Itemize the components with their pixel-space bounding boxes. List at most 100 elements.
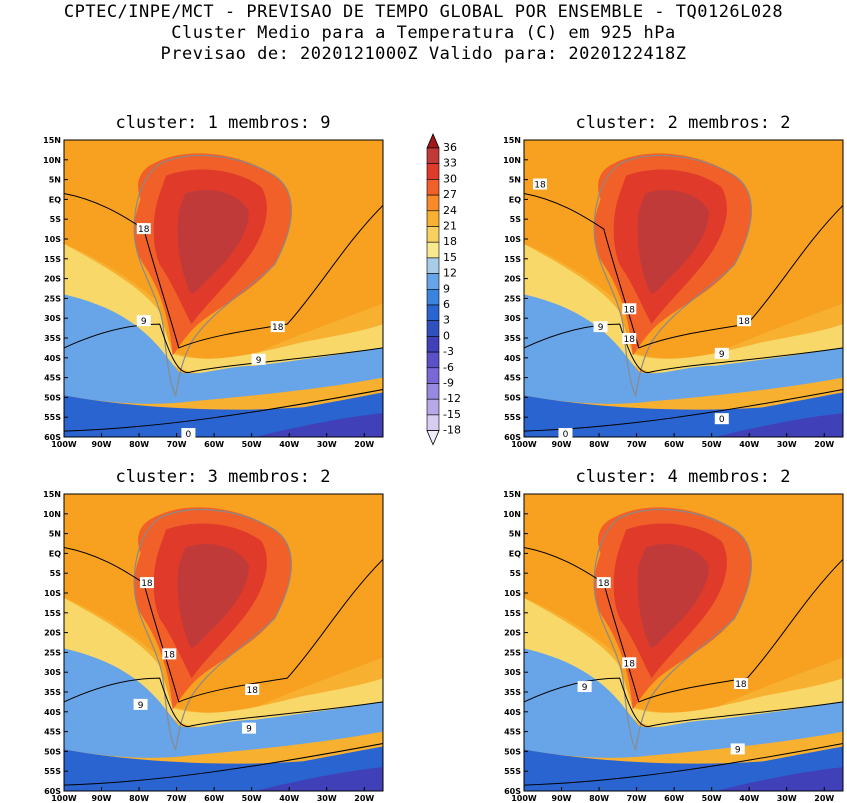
lon-tick-label: 70W — [167, 794, 187, 803]
contour-label: 9 — [141, 317, 147, 327]
lat-tick-label: 5S — [50, 569, 62, 578]
lon-tick-label: 90W — [552, 440, 572, 449]
lon-tick-label: 40W — [279, 794, 299, 803]
lat-tick-label: 5S — [510, 569, 522, 578]
lon-tick-label: 100W — [511, 794, 537, 803]
lat-tick-label: 25S — [504, 648, 521, 657]
coastline — [133, 154, 292, 398]
colorbar-swatch — [426, 163, 440, 180]
cool-band — [64, 648, 383, 758]
coastline — [593, 154, 752, 398]
colorbar-label: -15 — [443, 408, 461, 421]
cool-band — [524, 294, 843, 404]
contour-label: 18 — [738, 317, 750, 327]
contour-label-bg — [162, 648, 177, 660]
colorbar-swatch — [426, 383, 440, 400]
colorbar-swatch — [426, 336, 440, 353]
map-panel-2: 15N 10N 5N EQ 5S 10S 15S 20S 25S 30S 35S 40S 45S 50S 5… — [503, 136, 844, 449]
contour-0-line — [63, 743, 384, 786]
contour-9-line — [63, 323, 384, 374]
lat-tick-label: 55S — [44, 767, 61, 776]
mild-band — [64, 598, 383, 728]
lon-tick-label: 60W — [664, 440, 684, 449]
header-line-3: Previsao de: 2020121000Z Valido para: 20… — [160, 44, 687, 64]
lat-tick-label: 15N — [503, 136, 521, 145]
lat-tick-label: 50S — [44, 747, 61, 756]
lon-tick-label: 50W — [242, 794, 262, 803]
lat-tick-label: 10N — [43, 510, 61, 519]
lat-tick-label: 10N — [503, 510, 521, 519]
lon-tick-label: 100W — [511, 440, 537, 449]
land-hotter — [637, 543, 709, 648]
lat-tick-label: 50S — [504, 747, 521, 756]
lon-tick-label: 60W — [204, 794, 224, 803]
lat-tick-label: 10S — [44, 589, 61, 598]
mild-band — [524, 598, 843, 728]
colorbar-label: 15 — [443, 251, 457, 264]
lat-tick-label: 15N — [503, 490, 521, 499]
contour-label-bg — [593, 321, 608, 333]
map-frame — [523, 139, 844, 438]
lon-tick-label: 70W — [627, 794, 647, 803]
lat-tick-label: 25S — [44, 294, 61, 303]
contour-9-line — [63, 677, 384, 728]
contour-label: 18 — [624, 305, 636, 315]
colorbar-label: -18 — [443, 424, 461, 437]
lon-tick-label: 80W — [129, 794, 149, 803]
lat-tick-label: 55S — [504, 413, 521, 422]
colorbar-label: 3 — [443, 314, 450, 327]
lat-tick-label: 15S — [504, 255, 521, 264]
contour-18-line — [63, 547, 384, 703]
lon-tick-label: 20W — [814, 794, 834, 803]
contour-label: 18 — [246, 686, 258, 696]
lat-tick-label: 15S — [44, 609, 61, 618]
colorbar-label: 6 — [443, 298, 450, 311]
lat-tick-label: 35S — [504, 688, 521, 697]
lon-tick-label: 30W — [317, 440, 337, 449]
contour-9-line — [523, 323, 844, 374]
colorbar-label: 18 — [443, 235, 457, 248]
lat-tick-label: 45S — [44, 728, 61, 737]
lon-tick-label: 20W — [814, 440, 834, 449]
coastline — [593, 509, 752, 752]
land-hotter — [177, 543, 249, 648]
lat-tick-label: 5S — [50, 215, 62, 224]
lat-tick-label: 15N — [43, 136, 61, 145]
mild-band — [524, 243, 843, 374]
lat-tick-label: 45S — [504, 374, 521, 383]
colorbar-swatch — [426, 241, 440, 259]
contour-label: 9 — [598, 323, 604, 333]
lon-tick-label: 20W — [354, 440, 374, 449]
contour-0-line — [523, 743, 844, 786]
colorbar-label: 30 — [443, 172, 457, 185]
lat-tick-label: 45S — [44, 374, 61, 383]
contour-label-bg — [270, 321, 285, 333]
colorbar-swatch — [426, 147, 440, 164]
lat-tick-label: 20S — [504, 629, 521, 638]
colorbar-label: 0 — [443, 329, 450, 342]
contour-label: 9 — [246, 725, 252, 735]
colorbar-label: -9 — [443, 377, 454, 390]
colorbar-swatch — [426, 367, 440, 384]
lat-tick-label: 60S — [504, 433, 521, 442]
contour-label: 9 — [735, 745, 741, 755]
contour-label-bg — [714, 413, 729, 425]
contour-label: 18 — [624, 659, 636, 669]
contour-label-bg — [733, 678, 748, 690]
contour-label-bg — [714, 347, 729, 359]
colorbar-swatch — [426, 226, 440, 243]
lon-tick-label: 80W — [129, 440, 149, 449]
colorbar-swatch — [426, 288, 440, 306]
lon-tick-label: 50W — [702, 440, 722, 449]
lat-tick-label: 45S — [504, 728, 521, 737]
lat-tick-label: 60S — [44, 787, 61, 796]
colorbar-label: -12 — [443, 392, 461, 405]
lon-tick-label: 40W — [279, 440, 299, 449]
contour-label-bg — [245, 684, 260, 696]
lon-tick-label: 30W — [317, 794, 337, 803]
contour-label: 0 — [563, 430, 569, 440]
lat-tick-label: 10S — [44, 235, 61, 244]
lat-tick-label: 15S — [504, 609, 521, 618]
